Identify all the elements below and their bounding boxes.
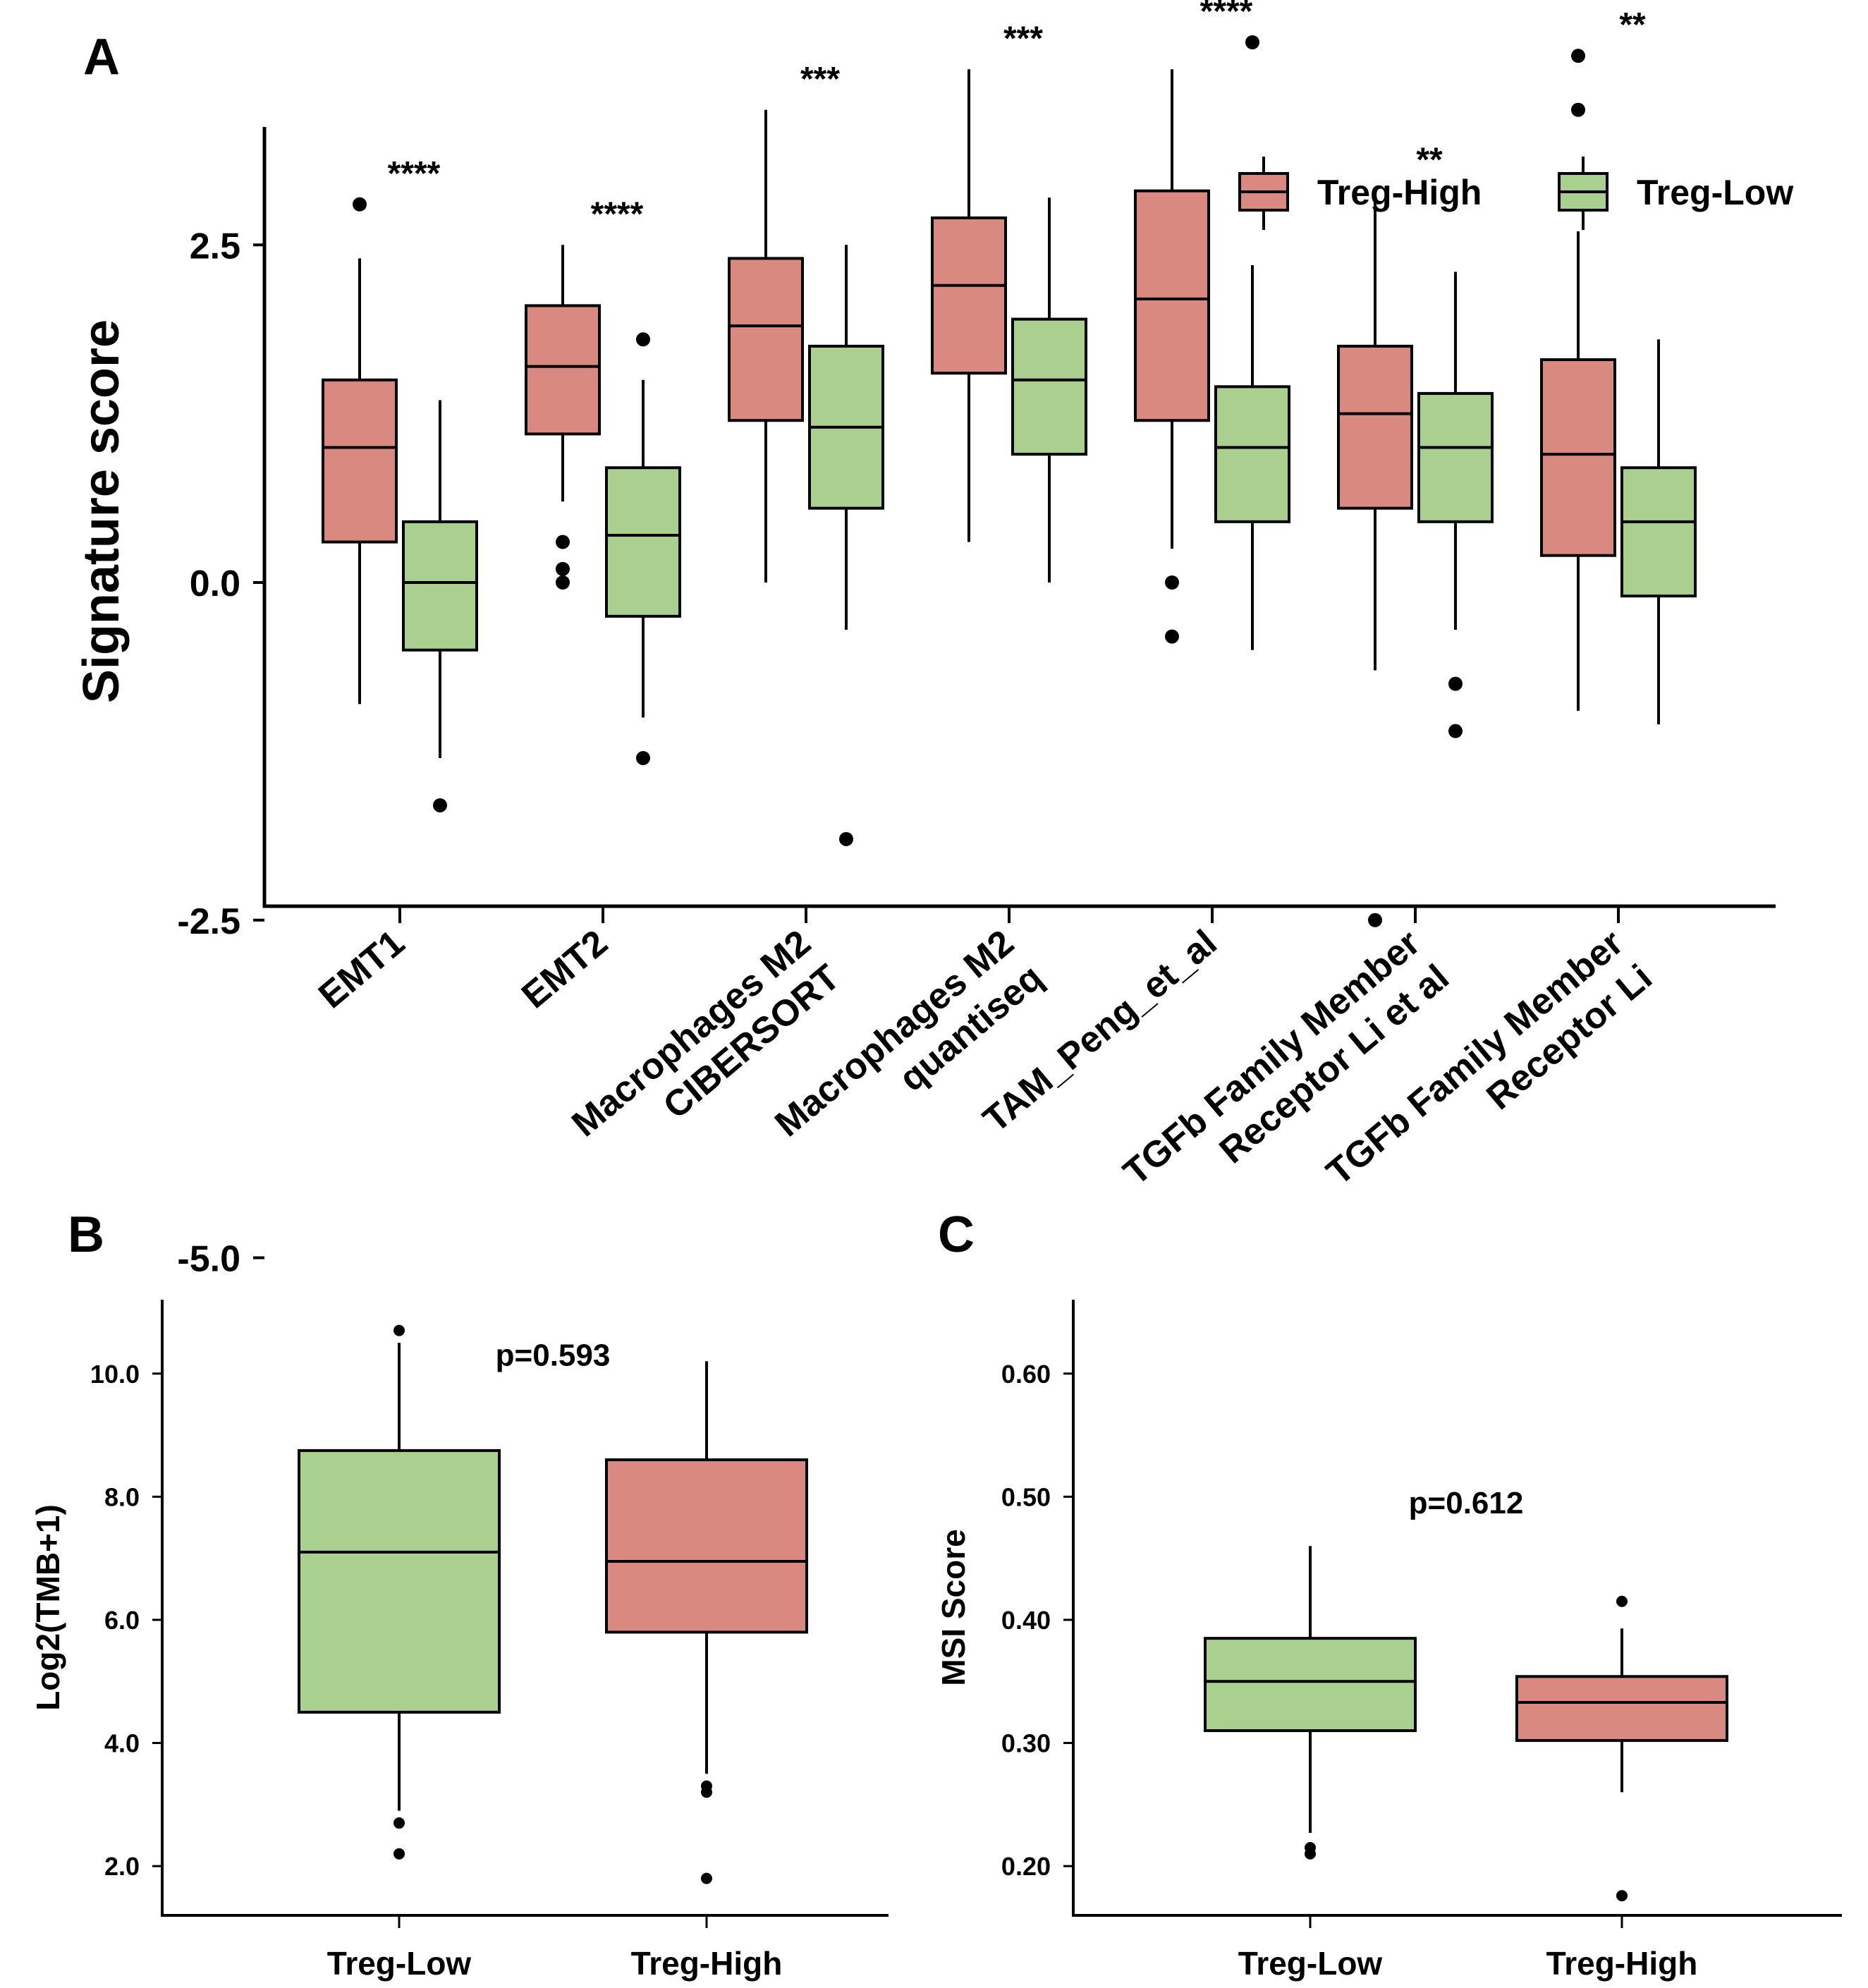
- x-tick-label: EMT2: [514, 922, 616, 1017]
- y-tick-label: 0.20: [1001, 1852, 1051, 1881]
- significance-label: ***: [1003, 20, 1043, 57]
- y-tick-label: 8.0: [104, 1482, 140, 1511]
- low-5-box: [1417, 391, 1494, 523]
- low-3-box: [1011, 317, 1087, 456]
- x-tick-label: Treg-High: [1546, 1945, 1698, 1982]
- x-tick-label-line: EMT1: [311, 922, 413, 1017]
- low-0-box: [402, 520, 478, 652]
- y-tick-label: 0.0: [190, 563, 240, 604]
- legend-label: Treg-Low: [1637, 173, 1793, 212]
- treg-high-outlier-1: [701, 1786, 712, 1798]
- significance-label: ****: [388, 155, 441, 193]
- treg-high-box: [1515, 1675, 1728, 1743]
- significance-label: **: [1416, 142, 1443, 179]
- legend-label: Treg-High: [1317, 173, 1482, 212]
- y-axis-label: Log2(TMB+1): [30, 1504, 66, 1711]
- x-tick-label: Treg-Low: [1238, 1945, 1383, 1982]
- high-5-outlier-0: [1368, 913, 1382, 927]
- low-5-outlier-0: [1448, 676, 1463, 691]
- treg-low-box: [298, 1449, 501, 1714]
- high-6-outlier-1: [1571, 102, 1585, 117]
- y-tick-label: 0.40: [1001, 1606, 1051, 1635]
- high-1-outlier-2: [556, 575, 570, 590]
- treg-high-outlier-0: [1616, 1595, 1628, 1607]
- y-tick-label: 0.50: [1001, 1482, 1051, 1511]
- y-tick-label: 2.5: [190, 226, 240, 267]
- y-tick-label: 2.0: [104, 1852, 140, 1881]
- low-0-outlier-0: [433, 798, 447, 812]
- x-tick-label-line: EMT2: [514, 922, 616, 1017]
- high-1-outlier-1: [556, 561, 570, 576]
- chart-c: 0.60 0.50 0.40 0.30 0.20 MSI Score Treg-Low Tre…: [935, 1300, 1842, 1982]
- treg-low-box: [1204, 1637, 1417, 1733]
- high-3-box: [931, 216, 1007, 375]
- treg-high-outlier-2: [701, 1872, 712, 1884]
- p-value-annotation: p=0.593: [496, 1338, 611, 1373]
- y-tick-label: -2.5: [177, 901, 240, 942]
- significance-label: ****: [1200, 0, 1253, 30]
- x-tick-label: Treg-High: [631, 1945, 783, 1982]
- significance-label: ****: [591, 195, 644, 233]
- y-tick-label: 10.0: [90, 1360, 140, 1389]
- high-0-outlier-0: [353, 197, 367, 212]
- low-5-outlier-1: [1448, 724, 1463, 738]
- x-tick-label: Macrophages M2quantiseq: [767, 922, 1051, 1180]
- low-1-outlier-1: [636, 750, 650, 765]
- treg-low-outlier-1: [1305, 1848, 1316, 1860]
- y-tick-label: -5.0: [177, 1239, 240, 1280]
- x-tick-label: Treg-Low: [327, 1945, 472, 1982]
- y-tick-label: 6.0: [104, 1606, 140, 1635]
- panel-c-letter: C: [938, 1207, 975, 1263]
- treg-high-box: [605, 1458, 808, 1634]
- high-4-outlier-1: [1165, 629, 1179, 644]
- panel-b-letter: B: [68, 1207, 104, 1263]
- low-1-box: [605, 466, 681, 618]
- high-4-outlier-0: [1165, 575, 1179, 590]
- low-4-outlier-0: [1245, 35, 1259, 49]
- x-tick-label: EMT1: [311, 922, 413, 1017]
- treg-low-outlier-2: [393, 1848, 405, 1860]
- y-tick-label: 4.0: [104, 1729, 140, 1758]
- y-tick-label: 0.30: [1001, 1729, 1051, 1758]
- y-axis-label: MSI Score: [935, 1529, 972, 1685]
- treg-low-outlier-1: [393, 1817, 405, 1829]
- treg-low-outlier-0: [393, 1324, 405, 1336]
- p-value-annotation: p=0.612: [1409, 1486, 1524, 1520]
- high-4-box: [1134, 189, 1210, 422]
- y-tick-label: 0.60: [1001, 1360, 1051, 1389]
- significance-label: ***: [800, 61, 840, 98]
- low-2-outlier-0: [839, 831, 853, 846]
- significance-label: **: [1619, 6, 1646, 44]
- high-6-box: [1540, 358, 1616, 557]
- low-4-box: [1214, 385, 1290, 523]
- high-6-outlier-0: [1571, 49, 1585, 63]
- treg-high-outlier-1: [1616, 1890, 1628, 1902]
- low-6-box: [1620, 466, 1697, 598]
- high-1-outlier-0: [556, 535, 570, 549]
- high-2-box: [728, 257, 804, 422]
- high-1-box: [525, 304, 601, 436]
- high-0-box: [322, 378, 398, 544]
- panel-a-letter: A: [83, 29, 120, 85]
- chart-b: 10.0 8.0 6.0 4.0 2.0 Log2(TMB+1) Treg-Low Treg-…: [30, 1300, 889, 1982]
- low-1-outlier-0: [636, 332, 650, 347]
- high-5-box: [1337, 344, 1413, 510]
- y-axis-label: Signature score: [73, 319, 130, 703]
